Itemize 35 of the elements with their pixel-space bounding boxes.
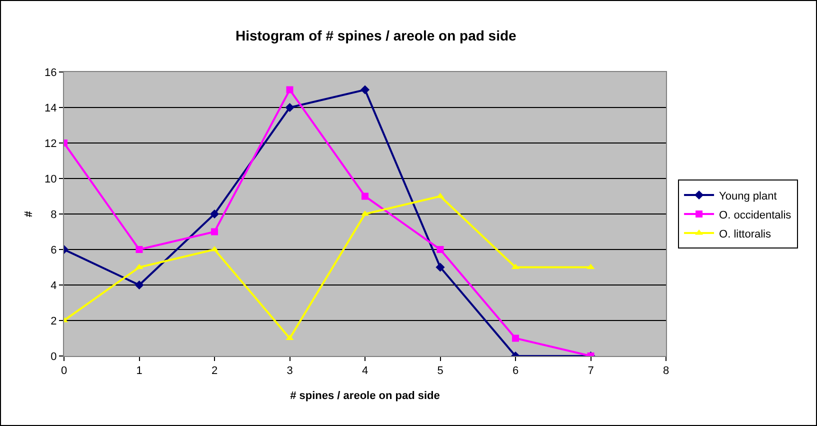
x-tick-label: 5 xyxy=(437,365,444,378)
x-tick-label: 2 xyxy=(211,365,218,378)
x-tick-label: 7 xyxy=(588,365,594,378)
x-tick-label: 8 xyxy=(662,365,670,378)
point xyxy=(286,86,294,94)
point xyxy=(134,280,144,290)
point xyxy=(210,209,220,219)
x-tick-label: 6 xyxy=(512,365,519,378)
legend-label: Young plant xyxy=(719,190,777,202)
point xyxy=(360,85,370,94)
point xyxy=(362,192,368,200)
y-tick-label: 8 xyxy=(50,208,57,221)
x-tick-label: 0 xyxy=(60,365,68,378)
y-tick-label: 16 xyxy=(44,66,57,79)
point xyxy=(136,246,143,253)
legend-label: O. littoralis xyxy=(719,228,772,240)
y-tick-label: 14 xyxy=(44,102,57,114)
point xyxy=(211,228,218,236)
point xyxy=(436,262,445,272)
chart-title: Histogram of # spines / areole on pad side xyxy=(235,27,517,44)
y-tick-label: 4 xyxy=(50,280,57,292)
y-axis-title: # xyxy=(23,210,35,218)
point xyxy=(285,102,294,112)
x-tick-label: 1 xyxy=(136,365,142,378)
legend-label: O. occidentalis xyxy=(719,209,792,222)
point xyxy=(512,334,519,342)
y-tick-label: 2 xyxy=(50,315,57,328)
y-tick-label: 10 xyxy=(44,173,57,186)
x-axis-title: # spines / areole on pad side xyxy=(290,390,440,402)
y-tick-label: 6 xyxy=(50,244,57,256)
x-tick-label: 3 xyxy=(286,365,293,378)
x-tick-label: 4 xyxy=(362,365,368,378)
y-tick-label: 0 xyxy=(50,350,57,363)
point xyxy=(436,246,444,253)
y-tick-label: 12 xyxy=(44,138,57,150)
